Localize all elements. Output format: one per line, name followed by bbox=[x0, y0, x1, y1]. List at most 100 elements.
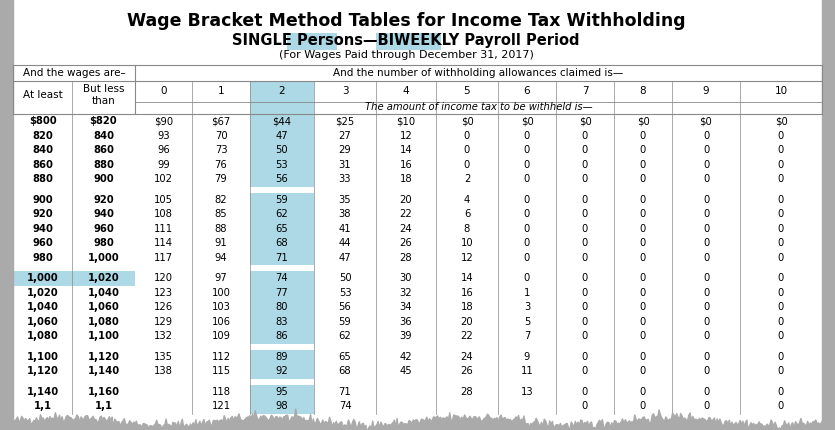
Text: 0: 0 bbox=[582, 209, 588, 219]
Text: 0: 0 bbox=[582, 317, 588, 327]
Text: 65: 65 bbox=[339, 352, 352, 362]
Text: 105: 105 bbox=[154, 195, 173, 205]
Text: 27: 27 bbox=[339, 131, 352, 141]
Text: 96: 96 bbox=[157, 145, 170, 155]
Text: 126: 126 bbox=[154, 302, 173, 312]
Text: 980: 980 bbox=[32, 253, 53, 263]
Bar bbox=[250, 399, 314, 414]
Text: 91: 91 bbox=[215, 238, 227, 248]
Text: 42: 42 bbox=[400, 352, 412, 362]
Bar bbox=[250, 286, 314, 300]
Bar bbox=[250, 143, 314, 157]
Text: 22: 22 bbox=[461, 331, 473, 341]
Text: 0: 0 bbox=[582, 331, 588, 341]
Text: 20: 20 bbox=[400, 195, 412, 205]
Bar bbox=[250, 172, 314, 187]
Text: 0: 0 bbox=[582, 352, 588, 362]
Text: 0: 0 bbox=[524, 145, 530, 155]
Text: 132: 132 bbox=[154, 331, 173, 341]
Text: $44: $44 bbox=[272, 116, 291, 126]
Bar bbox=[250, 236, 314, 251]
Text: 33: 33 bbox=[339, 174, 352, 184]
Bar bbox=[250, 81, 314, 114]
Text: 6: 6 bbox=[524, 86, 530, 96]
Text: 12: 12 bbox=[400, 131, 412, 141]
Text: 0: 0 bbox=[778, 366, 784, 376]
Text: 980: 980 bbox=[94, 238, 114, 248]
Text: 24: 24 bbox=[400, 224, 412, 234]
Text: 1,100: 1,100 bbox=[27, 352, 58, 362]
Bar bbox=[250, 300, 314, 314]
Text: 0: 0 bbox=[464, 145, 470, 155]
Text: 0: 0 bbox=[778, 174, 784, 184]
Text: 0: 0 bbox=[778, 317, 784, 327]
Text: 0: 0 bbox=[703, 352, 709, 362]
Text: 31: 31 bbox=[339, 160, 352, 170]
Text: 100: 100 bbox=[211, 288, 230, 298]
Text: 29: 29 bbox=[339, 145, 352, 155]
Text: 2: 2 bbox=[463, 174, 470, 184]
Text: 38: 38 bbox=[339, 209, 352, 219]
Text: 1,120: 1,120 bbox=[88, 352, 119, 362]
Text: 8: 8 bbox=[464, 224, 470, 234]
Text: $820: $820 bbox=[89, 116, 117, 126]
Text: 83: 83 bbox=[276, 317, 288, 327]
Text: 121: 121 bbox=[211, 401, 230, 411]
Text: 820: 820 bbox=[32, 131, 53, 141]
Bar bbox=[287, 33, 337, 50]
Text: 0: 0 bbox=[703, 224, 709, 234]
Text: 10: 10 bbox=[461, 238, 473, 248]
Text: 26: 26 bbox=[461, 366, 473, 376]
Text: 88: 88 bbox=[215, 224, 227, 234]
Text: 0: 0 bbox=[778, 160, 784, 170]
Text: 68: 68 bbox=[339, 366, 352, 376]
Text: 0: 0 bbox=[778, 288, 784, 298]
Text: 138: 138 bbox=[154, 366, 173, 376]
Text: 0: 0 bbox=[640, 224, 646, 234]
Text: 44: 44 bbox=[339, 238, 352, 248]
Text: And the number of withholding allowances claimed is—: And the number of withholding allowances… bbox=[333, 68, 624, 78]
Text: 0: 0 bbox=[640, 145, 646, 155]
Text: 18: 18 bbox=[400, 174, 412, 184]
Text: 0: 0 bbox=[703, 317, 709, 327]
Text: 0: 0 bbox=[703, 401, 709, 411]
Text: 0: 0 bbox=[778, 131, 784, 141]
Text: 0: 0 bbox=[160, 86, 167, 96]
Text: 0: 0 bbox=[464, 160, 470, 170]
Text: 0: 0 bbox=[703, 288, 709, 298]
Text: 0: 0 bbox=[582, 174, 588, 184]
Text: 93: 93 bbox=[157, 131, 170, 141]
Text: 900: 900 bbox=[94, 174, 114, 184]
Text: At least: At least bbox=[23, 90, 63, 100]
Text: 74: 74 bbox=[339, 401, 352, 411]
Text: 7: 7 bbox=[582, 86, 589, 96]
Text: $0: $0 bbox=[636, 116, 650, 126]
Text: 103: 103 bbox=[211, 302, 230, 312]
Text: 1,060: 1,060 bbox=[88, 302, 119, 312]
Text: 0: 0 bbox=[703, 209, 709, 219]
Text: 3: 3 bbox=[342, 86, 348, 96]
Text: 1,120: 1,120 bbox=[27, 366, 58, 376]
Text: 111: 111 bbox=[154, 224, 173, 234]
Text: 112: 112 bbox=[211, 352, 230, 362]
Bar bbox=[250, 364, 314, 378]
Text: 1,000: 1,000 bbox=[27, 273, 58, 283]
Text: 0: 0 bbox=[582, 238, 588, 248]
Text: 0: 0 bbox=[640, 401, 646, 411]
Text: 106: 106 bbox=[211, 317, 230, 327]
Text: 900: 900 bbox=[33, 195, 53, 205]
Text: 0: 0 bbox=[582, 131, 588, 141]
Text: 860: 860 bbox=[32, 160, 53, 170]
Text: 68: 68 bbox=[276, 238, 288, 248]
Text: 0: 0 bbox=[778, 238, 784, 248]
Text: 94: 94 bbox=[215, 253, 227, 263]
Text: 45: 45 bbox=[400, 366, 412, 376]
Text: 47: 47 bbox=[339, 253, 352, 263]
Text: 11: 11 bbox=[521, 366, 534, 376]
Text: 86: 86 bbox=[276, 331, 288, 341]
Text: 0: 0 bbox=[582, 224, 588, 234]
Text: 0: 0 bbox=[640, 352, 646, 362]
Text: 0: 0 bbox=[582, 302, 588, 312]
Text: 28: 28 bbox=[400, 253, 412, 263]
Text: 14: 14 bbox=[400, 145, 412, 155]
